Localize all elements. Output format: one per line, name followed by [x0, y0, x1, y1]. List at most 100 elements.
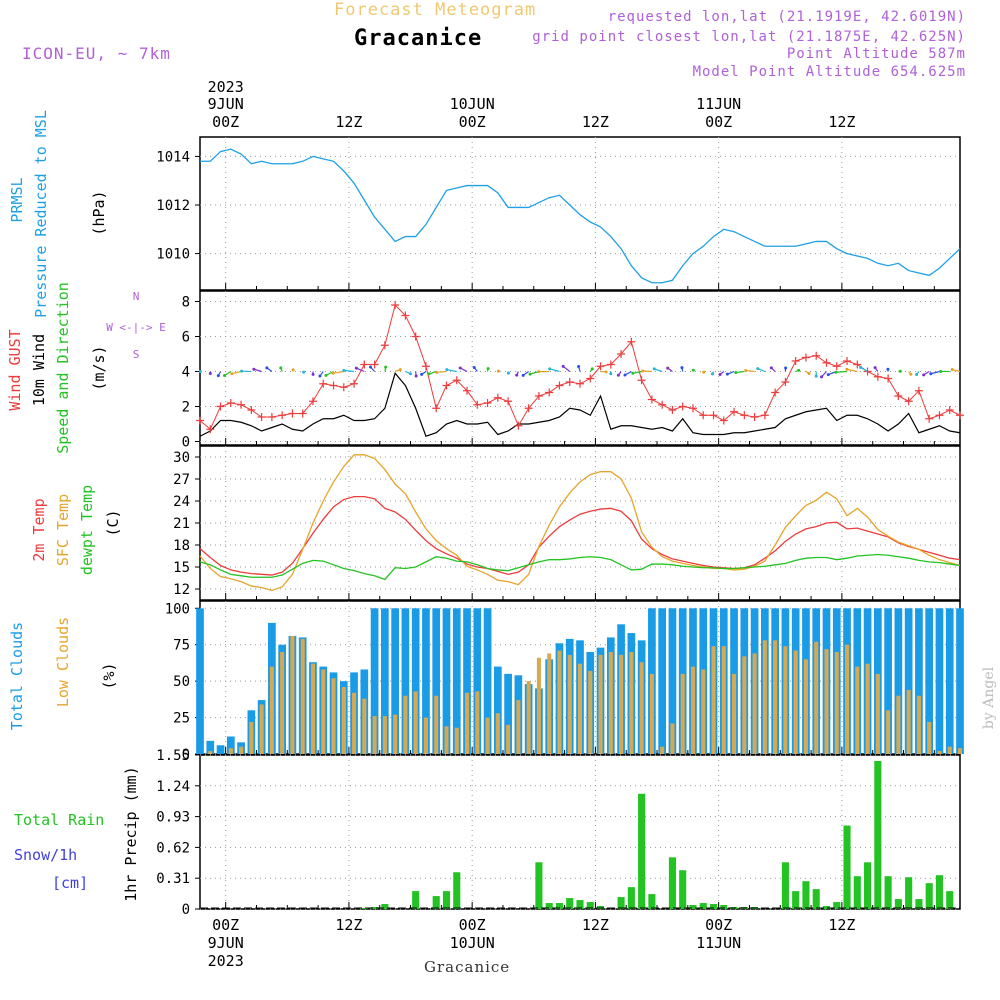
precip-bar: [668, 857, 676, 909]
location-title: Gracanice: [354, 26, 483, 51]
total-cloud-bar: [658, 608, 667, 754]
low-cloud-bar: [290, 635, 295, 754]
ytick-label-wind: 6: [182, 330, 190, 346]
pressure-label-2: Pressure Reduced to MSL: [32, 110, 50, 318]
precip-bar: [781, 862, 789, 909]
model-label: ICON-EU, ~ 7km: [22, 44, 171, 63]
wind-gust-point: [719, 416, 728, 425]
wind-gust-point: [596, 362, 605, 371]
precip-unit-label: 1hr Precip (mm): [122, 766, 140, 901]
wind-vector-head: [797, 368, 801, 372]
top-time-label: 00Z: [705, 113, 732, 131]
snow-unit-label: [cm]: [52, 874, 88, 892]
wind-vector-head: [834, 370, 838, 374]
panel-frame-pressure: [199, 136, 961, 291]
wind-gust-point: [216, 402, 225, 411]
wind-gust-point: [791, 357, 800, 365]
precip-bar: [822, 906, 831, 909]
wind-vector-head: [886, 367, 890, 371]
precip-bar: [586, 902, 594, 909]
low-cloud-bar: [536, 657, 541, 754]
wind-vector-head: [537, 370, 541, 374]
precip-bar: [648, 894, 656, 909]
low-cloud-bar: [793, 650, 798, 754]
low-cloud-bar: [341, 686, 346, 754]
wind-vector-head: [577, 365, 581, 369]
total-cloud-bar: [370, 608, 379, 754]
wind-gust-point: [380, 341, 389, 350]
low-cloud-bar: [372, 716, 377, 754]
low-cloud-bar: [906, 689, 911, 754]
wind-gust-point: [196, 416, 204, 425]
wind-vector-head: [702, 370, 706, 374]
precip-bar: [833, 902, 841, 909]
wind-vector-head: [652, 367, 656, 371]
precip-bar: [576, 900, 584, 909]
wind-vector-head: [845, 367, 849, 371]
low-cloud-bar: [896, 695, 901, 754]
low-cloud-bar: [619, 654, 624, 754]
low-cloud-bar: [670, 723, 675, 754]
wind-gust-point: [257, 413, 266, 421]
ytick-label-clouds: 75: [173, 638, 190, 654]
wind-vector-head: [734, 371, 738, 375]
low-cloud-bar: [680, 673, 685, 754]
wind-gust-point: [812, 351, 821, 360]
low-cloud-bar: [742, 656, 747, 754]
low-cloud-bar: [824, 649, 829, 754]
wind-gust-point: [771, 388, 780, 397]
total-clouds-label: Total Clouds: [8, 622, 26, 730]
low-cloud-bar: [423, 717, 428, 754]
ytick-label-temperature: 21: [173, 516, 190, 532]
wind-gust-point: [555, 381, 564, 390]
wind-vector-arrow: [446, 369, 457, 373]
wind-vector-head: [950, 368, 954, 372]
wind-gust-point: [360, 360, 369, 369]
top-time-label: 00Z: [212, 113, 239, 131]
low-cloud-bar: [454, 727, 459, 754]
total-cloud-bar: [925, 608, 934, 754]
wind-vector-head: [368, 365, 372, 369]
wind-vector-head: [769, 366, 773, 370]
compass-south: S: [133, 348, 140, 361]
wind-vector-arrow: [333, 370, 344, 374]
precip-bar: [371, 907, 379, 909]
total-cloud-bar: [894, 608, 903, 754]
top-time-label: 12Z: [828, 113, 855, 131]
low-cloud-bar: [639, 662, 644, 754]
low-cloud-bar: [300, 638, 305, 754]
low-cloud-bar: [434, 695, 439, 754]
precip-bar: [709, 904, 718, 909]
ytick-label-temperature: 24: [173, 494, 190, 510]
total-cloud-bar: [483, 608, 492, 754]
wind-vector-head: [819, 375, 823, 379]
precip-bar: [555, 903, 564, 909]
wind-unit: (m/s): [90, 345, 108, 390]
wind-vector-head: [302, 370, 306, 374]
wind-vector-head: [279, 366, 283, 370]
wind-vector-head: [528, 372, 532, 376]
top-time-label: 10JUN: [450, 95, 495, 113]
ytick-label-temperature: 15: [173, 560, 190, 576]
wind-vector-head: [710, 372, 714, 376]
ytick-label-precip: 1.55: [156, 748, 190, 764]
wind-vector-head: [744, 368, 748, 372]
wind-gust-point: [463, 386, 472, 395]
top-year-label: 2023: [208, 78, 244, 96]
precip-bar: [412, 891, 420, 909]
wind-gust-point: [740, 411, 749, 420]
wind-vector-head: [915, 373, 919, 377]
total-cloud-bar: [668, 608, 677, 754]
wind-vector-arrow: [846, 368, 858, 373]
wind-vector-head: [561, 364, 565, 368]
wind-gust-point: [514, 421, 523, 430]
wind-vector-head: [641, 369, 645, 373]
wind-gust-point: [699, 411, 708, 420]
wind-vector-head: [222, 374, 226, 378]
wind-vector-head: [898, 369, 902, 373]
wind-vector-head: [922, 373, 926, 377]
wind-gust-point: [483, 399, 492, 407]
wind-vector-head: [216, 374, 220, 378]
total-cloud-bar: [381, 608, 389, 754]
wind-gust-point: [925, 414, 934, 423]
